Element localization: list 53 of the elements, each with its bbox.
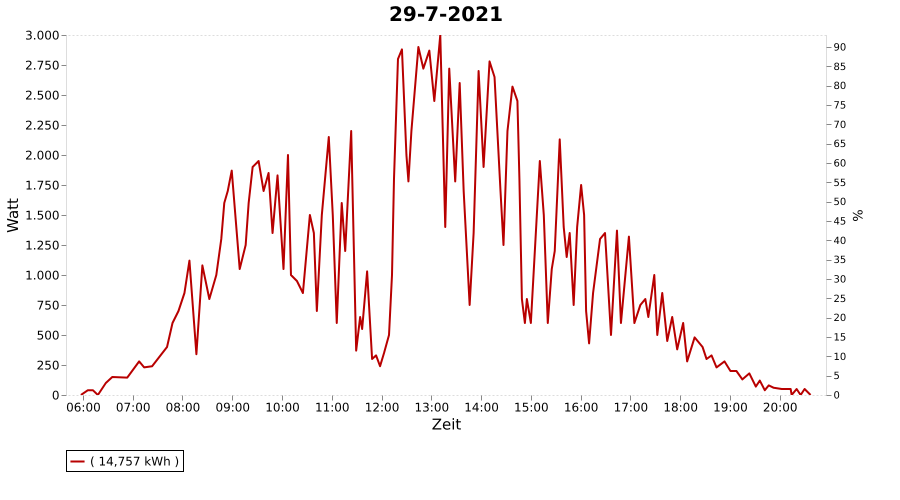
x-tick-label: 06:00 [66, 400, 101, 414]
y2-tick-label: 65 [834, 139, 846, 150]
x-tick-label: 19:00 [713, 400, 748, 414]
y2-tick-label: 0 [834, 390, 840, 402]
y2-tick-label: 30 [834, 274, 846, 286]
y2-tick-label: 45 [834, 216, 846, 228]
y-tick-label: 1.750 [25, 178, 60, 192]
y-tick-label: 2.500 [25, 88, 60, 102]
y-tick-label: 1.000 [25, 268, 60, 282]
y-tick-label: 2.750 [25, 58, 60, 72]
x-axis-title: Zeit [432, 416, 462, 434]
y2-tick-label: 20 [834, 313, 846, 324]
x-tick-label: 11:00 [314, 400, 350, 414]
y2-tick-label: 5 [834, 371, 840, 382]
y-tick-label: 1.250 [25, 238, 60, 252]
y2-tick-label: 85 [834, 62, 846, 73]
y2-tick-label: 90 [834, 42, 846, 54]
y-tick-label: 3.000 [25, 28, 60, 42]
y-tick-label: 0 [52, 388, 60, 402]
x-tick-label: 09:00 [215, 400, 250, 414]
x-tick-label: 18:00 [663, 400, 698, 414]
y2-tick-label: 35 [834, 255, 846, 266]
x-tick-label: 08:00 [166, 400, 200, 414]
y-tick-label: 1.500 [25, 208, 60, 222]
y2-tick-label: 80 [834, 81, 846, 92]
y2-tick-label: 75 [834, 100, 846, 112]
y-tick-label: 2.000 [25, 148, 60, 162]
line-series [80, 35, 812, 395]
y2-tick-label: 50 [834, 197, 846, 208]
y2-tick-label: 55 [834, 178, 846, 189]
x-tick-label: 17:00 [614, 400, 648, 414]
y2-tick-label: 40 [834, 236, 846, 247]
y2-axis-title: % [849, 209, 864, 222]
y-tick-label: 250 [36, 358, 60, 372]
x-tick-label: 15:00 [514, 400, 549, 414]
x-tick-label: 14:00 [464, 400, 499, 414]
y-axis-title: Watt [4, 198, 22, 233]
x-tick-label: 16:00 [564, 400, 598, 414]
y2-tick-label: 70 [834, 120, 846, 131]
y-tick-label: 2.250 [25, 118, 60, 132]
y2-tick-label: 10 [834, 352, 846, 363]
y-tick-label: 750 [36, 298, 60, 312]
x-tick-label: 13:00 [414, 400, 450, 414]
y-tick-label: 500 [36, 328, 60, 342]
y2-tick-label: 25 [834, 294, 846, 305]
x-tick-label: 07:00 [116, 400, 150, 414]
legend-label: ( 14,757 kWh ) [90, 454, 180, 468]
y2-tick-label: 15 [834, 332, 846, 344]
x-tick-label: 20:00 [762, 400, 798, 414]
x-tick-label: 10:00 [265, 400, 300, 414]
chart-title: 29-7-2021 [388, 2, 504, 26]
x-tick-label: 12:00 [364, 400, 400, 414]
y2-tick-label: 60 [834, 158, 846, 170]
